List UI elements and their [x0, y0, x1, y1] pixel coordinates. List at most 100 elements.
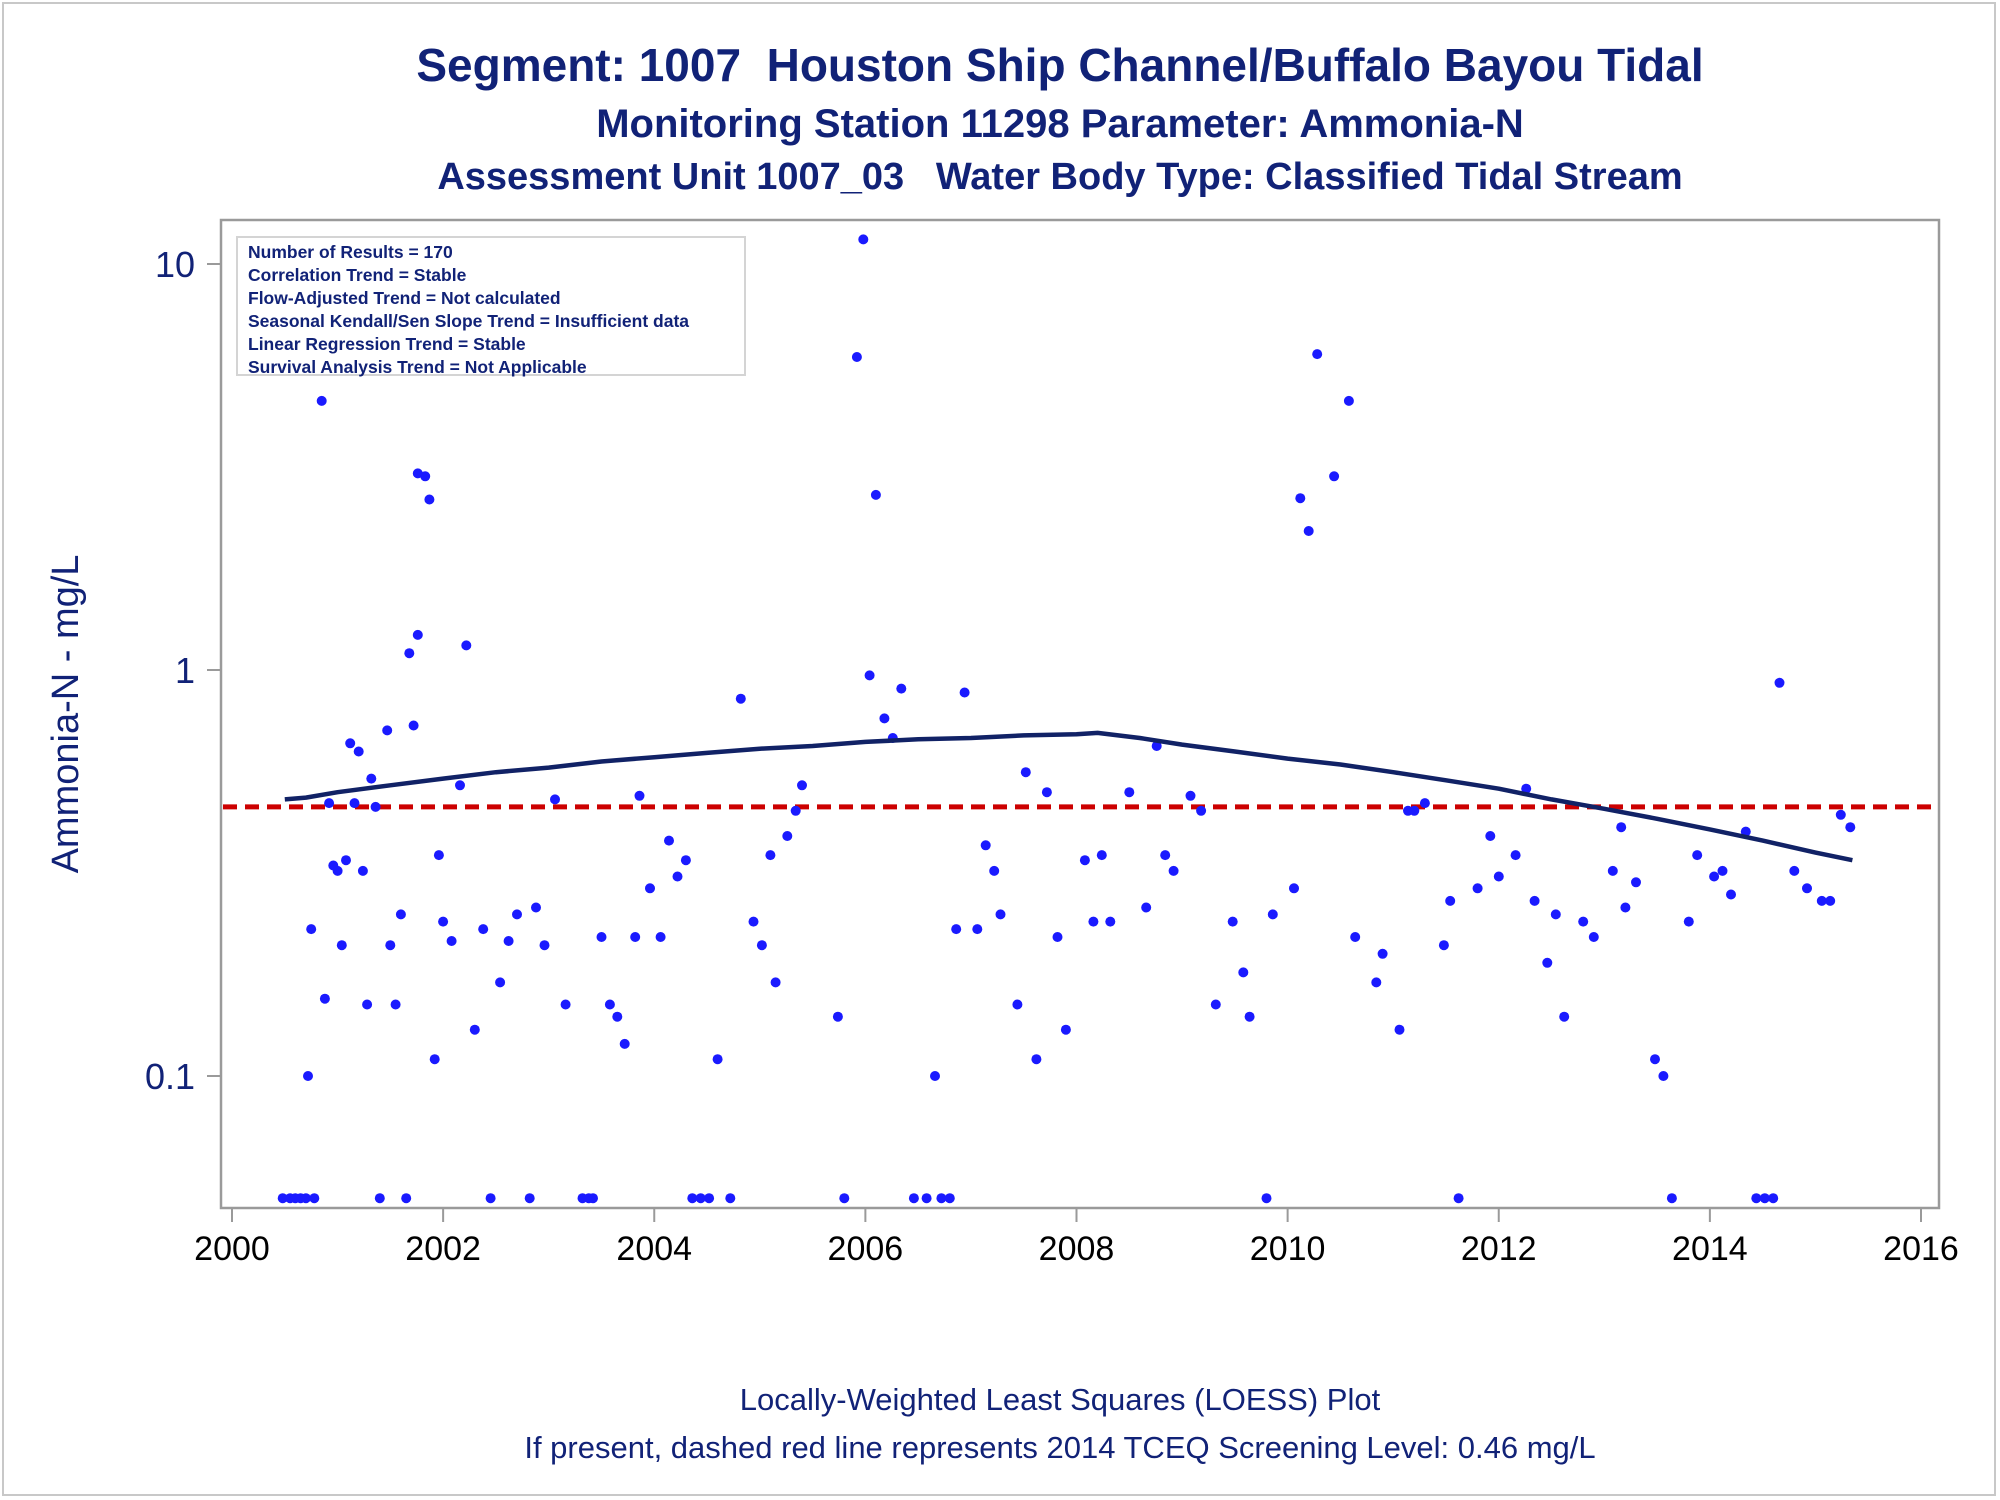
data-point — [1816, 895, 1827, 906]
data-point — [1445, 895, 1456, 906]
data-point — [1079, 855, 1090, 866]
data-point — [770, 977, 781, 988]
data-point — [1196, 805, 1207, 816]
data-point — [1227, 916, 1238, 927]
data-point — [995, 909, 1006, 920]
data-point — [1141, 902, 1152, 913]
data-point — [1751, 1193, 1762, 1204]
data-point — [944, 1193, 955, 1204]
data-point — [495, 977, 506, 988]
data-point — [1631, 877, 1641, 888]
data-point — [1453, 1193, 1464, 1204]
data-point — [1377, 948, 1388, 959]
data-point — [1578, 916, 1589, 927]
data-point — [1683, 916, 1694, 927]
data-point — [303, 1071, 313, 1081]
data-point — [908, 1193, 919, 1204]
data-point — [324, 798, 335, 809]
data-point — [1709, 871, 1720, 882]
data-point — [1052, 932, 1063, 942]
loess-curve — [284, 730, 1853, 863]
data-point — [765, 850, 776, 861]
legend-line: Linear Regression Trend = Stable — [248, 334, 526, 354]
y-tick-label: 10 — [155, 244, 195, 285]
data-point — [336, 940, 347, 951]
data-point — [349, 798, 360, 809]
data-point — [655, 932, 666, 942]
data-point — [503, 936, 514, 946]
chart-subtitle-2: Assessment Unit 1007_03 Water Body Type:… — [437, 156, 1683, 198]
data-point — [429, 1054, 440, 1065]
data-point — [1835, 809, 1846, 820]
data-point — [390, 999, 401, 1010]
data-point — [1768, 1193, 1779, 1204]
data-point — [455, 780, 465, 791]
data-point — [478, 924, 489, 935]
data-point — [1105, 916, 1116, 927]
data-point — [1261, 1193, 1272, 1204]
data-point — [531, 902, 541, 913]
data-point — [704, 1193, 715, 1204]
data-point — [921, 1193, 932, 1204]
data-point — [1267, 909, 1278, 920]
data-point — [316, 395, 327, 406]
data-point — [1210, 999, 1221, 1010]
data-point — [277, 1193, 288, 1204]
data-point — [1774, 677, 1785, 688]
data-point — [930, 1071, 940, 1081]
data-point — [634, 790, 645, 801]
data-point — [588, 1193, 598, 1204]
data-point — [357, 865, 368, 876]
data-point — [1185, 790, 1196, 801]
data-point — [341, 855, 351, 866]
data-point — [1802, 883, 1812, 894]
data-point — [1542, 957, 1553, 968]
y-tick-label: 1 — [175, 650, 195, 691]
data-point — [1740, 826, 1751, 837]
data-point — [1717, 865, 1728, 876]
data-point — [680, 855, 691, 866]
data-point — [1692, 850, 1703, 861]
y-tick-label: 0.1 — [145, 1056, 195, 1097]
data-point — [1510, 850, 1521, 861]
legend-line: Flow-Adjusted Trend = Not calculated — [248, 288, 561, 308]
data-point — [735, 693, 746, 704]
data-point — [420, 471, 431, 482]
legend-line: Correlation Trend = Stable — [248, 265, 467, 285]
data-point — [1666, 1193, 1677, 1204]
footnote-screening: If present, dashed red line represents 2… — [524, 1430, 1596, 1465]
data-point — [1012, 999, 1023, 1010]
data-point — [319, 993, 330, 1004]
data-point — [1160, 850, 1171, 861]
data-point — [1096, 850, 1107, 861]
data-point — [1124, 787, 1135, 798]
data-point — [1289, 883, 1299, 894]
x-tick-label: 2000 — [194, 1230, 270, 1268]
data-point — [485, 1193, 496, 1204]
data-point — [412, 629, 423, 640]
data-point — [401, 1193, 412, 1204]
data-point — [1620, 902, 1631, 913]
footnote-loess: Locally-Weighted Least Squares (LOESS) P… — [739, 1382, 1381, 1417]
data-point — [839, 1193, 850, 1204]
data-point — [756, 940, 767, 951]
x-tick-label: 2010 — [1250, 1230, 1326, 1268]
data-point — [972, 924, 983, 935]
data-point — [1088, 916, 1099, 927]
y-axis-label: Ammonia-N - mg/L — [45, 555, 87, 874]
data-point — [1658, 1071, 1669, 1081]
data-point — [832, 1011, 843, 1022]
data-point — [1238, 967, 1249, 978]
legend-line: Survival Analysis Trend = Not Applicable — [248, 357, 587, 377]
data-point — [672, 871, 683, 882]
data-point — [1312, 349, 1323, 360]
data-point — [1825, 895, 1836, 906]
data-point — [539, 940, 550, 951]
data-point — [870, 489, 881, 500]
data-point — [1559, 1011, 1570, 1022]
data-point — [1521, 783, 1532, 794]
data-point — [309, 1193, 320, 1204]
data-point — [858, 234, 869, 245]
